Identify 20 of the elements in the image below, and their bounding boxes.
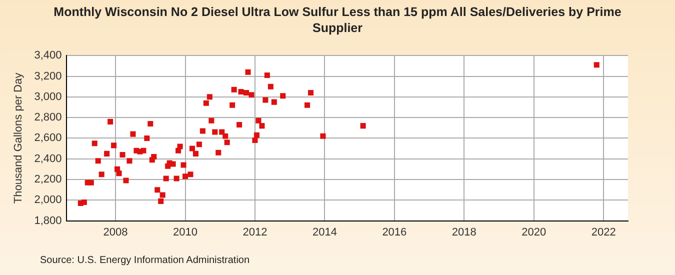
y-tick-label: 1,800: [34, 214, 62, 227]
x-tick-label: 2022: [591, 226, 616, 238]
y-tick-label: 2,800: [34, 112, 62, 124]
x-tick-label: 2018: [452, 226, 476, 238]
y-tick-label: 2,200: [34, 174, 62, 186]
y-tick-label: 3,200: [34, 70, 62, 82]
y-tick-label: 3,000: [34, 90, 62, 103]
y-tick-label: 2,600: [34, 132, 62, 144]
x-tick-label: 2016: [382, 226, 407, 238]
y-axis-title: Thousand Gallons per Day: [12, 72, 25, 204]
source-note: Source: U.S. Energy Information Administration: [40, 255, 250, 266]
y-tick-label: 3,400: [34, 50, 62, 62]
y-tick-label: 2,400: [34, 152, 62, 165]
y-tick-label: 2,000: [34, 194, 62, 206]
x-tick-label: 2010: [173, 226, 198, 238]
x-tick-label: 2014: [312, 226, 337, 238]
chart-title: Monthly Wisconsin No 2 Diesel Ultra Low Sulfur Less than 15 ppm All Sales/Deliveries by Prime Supplier: [52, 4, 622, 36]
x-tick-label: 2008: [103, 226, 128, 238]
x-tick-label: 2020: [522, 226, 546, 238]
x-tick-label: 2012: [242, 226, 268, 238]
